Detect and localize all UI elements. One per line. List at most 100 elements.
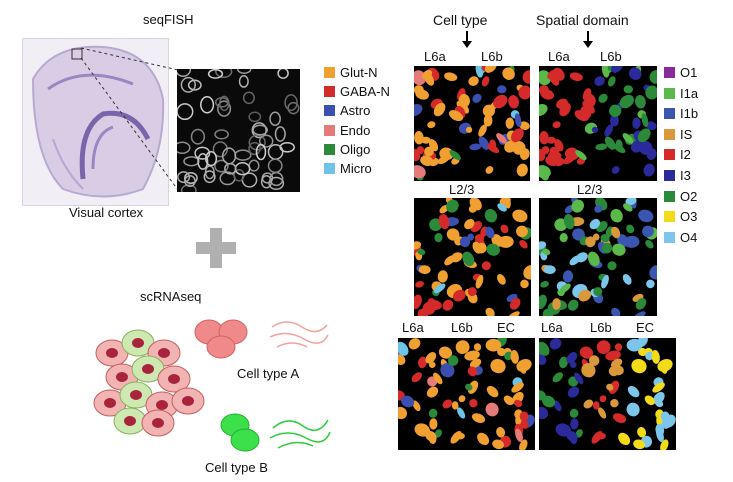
cluster-cell-nucleus	[182, 396, 194, 406]
fluorescent-cell	[234, 162, 251, 176]
domain-legend-swatch	[664, 231, 675, 243]
fluorescent-cell	[236, 69, 252, 74]
cell-blob	[622, 133, 634, 144]
cluster-cell-nucleus	[142, 364, 154, 374]
cell-blob	[523, 265, 531, 280]
cell-blob	[401, 395, 415, 408]
cell-blob	[417, 308, 429, 316]
cell-type-legend-item: Oligo	[324, 141, 370, 158]
cell-blob	[516, 358, 532, 372]
cell-blob	[612, 243, 626, 256]
cell-blob	[442, 299, 454, 311]
cell-blob	[485, 166, 494, 174]
fluorescent-cell	[180, 184, 197, 192]
cell-blob	[519, 121, 530, 130]
cell-blob	[464, 350, 480, 361]
cell-blob	[473, 343, 482, 351]
cell-type-legend-label: Endo	[340, 122, 371, 138]
cell-blob	[510, 349, 519, 364]
cell-blob	[610, 358, 623, 368]
cell-blob	[596, 340, 611, 355]
cell-blob	[642, 225, 654, 238]
cell-blob	[398, 341, 409, 356]
cell-blob	[570, 418, 579, 430]
domain-legend-item: O3	[664, 208, 697, 225]
cell-blob	[481, 76, 490, 87]
cell-blob	[438, 346, 453, 359]
cell-blob	[485, 338, 502, 352]
cell-blob	[594, 205, 603, 213]
cell-blob	[423, 72, 435, 86]
cluster-cell-nucleus	[106, 348, 118, 358]
cell-blob	[414, 165, 426, 179]
cell-blob	[414, 104, 423, 117]
cell-blob	[483, 114, 493, 127]
fluorescent-cell	[177, 141, 191, 154]
cell-blob	[604, 136, 616, 150]
fluorescent-cell	[221, 147, 237, 165]
cell-blob	[601, 242, 613, 254]
cell-blob	[438, 214, 450, 230]
cell-blob	[514, 113, 522, 128]
cell-blob	[458, 93, 470, 108]
cell-blob	[657, 358, 673, 372]
cell-blob	[415, 281, 424, 288]
cell-blob	[484, 66, 497, 73]
cell-blob	[559, 102, 571, 117]
fluorescent-cell	[177, 171, 191, 184]
row2-left-label: L2/3	[449, 182, 475, 197]
cell-blob	[585, 236, 596, 248]
cell-blob	[626, 338, 643, 352]
row3-left-label-c: EC	[497, 320, 516, 335]
cell-blob	[559, 233, 568, 243]
panel-domain-ec	[539, 338, 676, 450]
cell-blob	[569, 72, 583, 81]
fluorescent-cell	[248, 111, 262, 123]
row2-right-label: L2/3	[577, 182, 603, 197]
cell-type-legend-label: Glut-N	[340, 65, 378, 80]
cell-blob	[564, 147, 580, 161]
domain-legend-swatch	[664, 190, 675, 202]
fluorescent-cell	[242, 91, 255, 105]
cell-blob	[549, 72, 560, 86]
cell-blob	[497, 85, 507, 94]
cell-blob	[579, 346, 594, 359]
row3-left-label-a: L6a	[402, 320, 424, 335]
cell-blob	[592, 401, 600, 410]
cell-blob	[444, 72, 458, 81]
fluorescent-cell	[248, 159, 260, 172]
cluster-cell-nucleus	[156, 400, 168, 410]
cell-blob	[444, 255, 456, 266]
fluorescent-cell	[214, 129, 229, 140]
cell-blob	[660, 439, 669, 450]
cluster-cell-nucleus	[104, 398, 116, 408]
fluorescent-cell	[269, 111, 281, 127]
cell-blob	[515, 428, 523, 442]
cell-blob	[566, 352, 578, 364]
fluorescent-cell	[180, 76, 196, 93]
cell-blob	[499, 198, 511, 206]
fluorescent-cell	[252, 124, 268, 136]
cell-blob	[633, 311, 646, 316]
row3-right-label-c: EC	[636, 320, 655, 335]
cell-blob	[542, 248, 551, 256]
domain-legend-label: O4	[680, 229, 698, 245]
cell-blob	[611, 307, 621, 316]
cell-type-legend-item: Endo	[324, 122, 370, 139]
cell-blob	[611, 66, 623, 73]
domain-legend-item: I1b	[664, 105, 698, 122]
domain-legend-swatch	[664, 87, 675, 99]
domain-legend-item: I3	[664, 167, 691, 184]
cell-blob	[447, 355, 459, 366]
cell-blob	[497, 203, 507, 212]
cell-blob	[414, 148, 421, 162]
cell-blob	[478, 124, 487, 137]
cell-blob	[583, 399, 594, 409]
cell-blob	[519, 240, 528, 249]
cell-blob	[539, 104, 548, 117]
row3-left-label-b: L6b	[451, 320, 473, 335]
panel-domain-l6	[539, 66, 657, 181]
fluorescent-cell	[200, 96, 215, 114]
cell-blob	[605, 350, 621, 361]
